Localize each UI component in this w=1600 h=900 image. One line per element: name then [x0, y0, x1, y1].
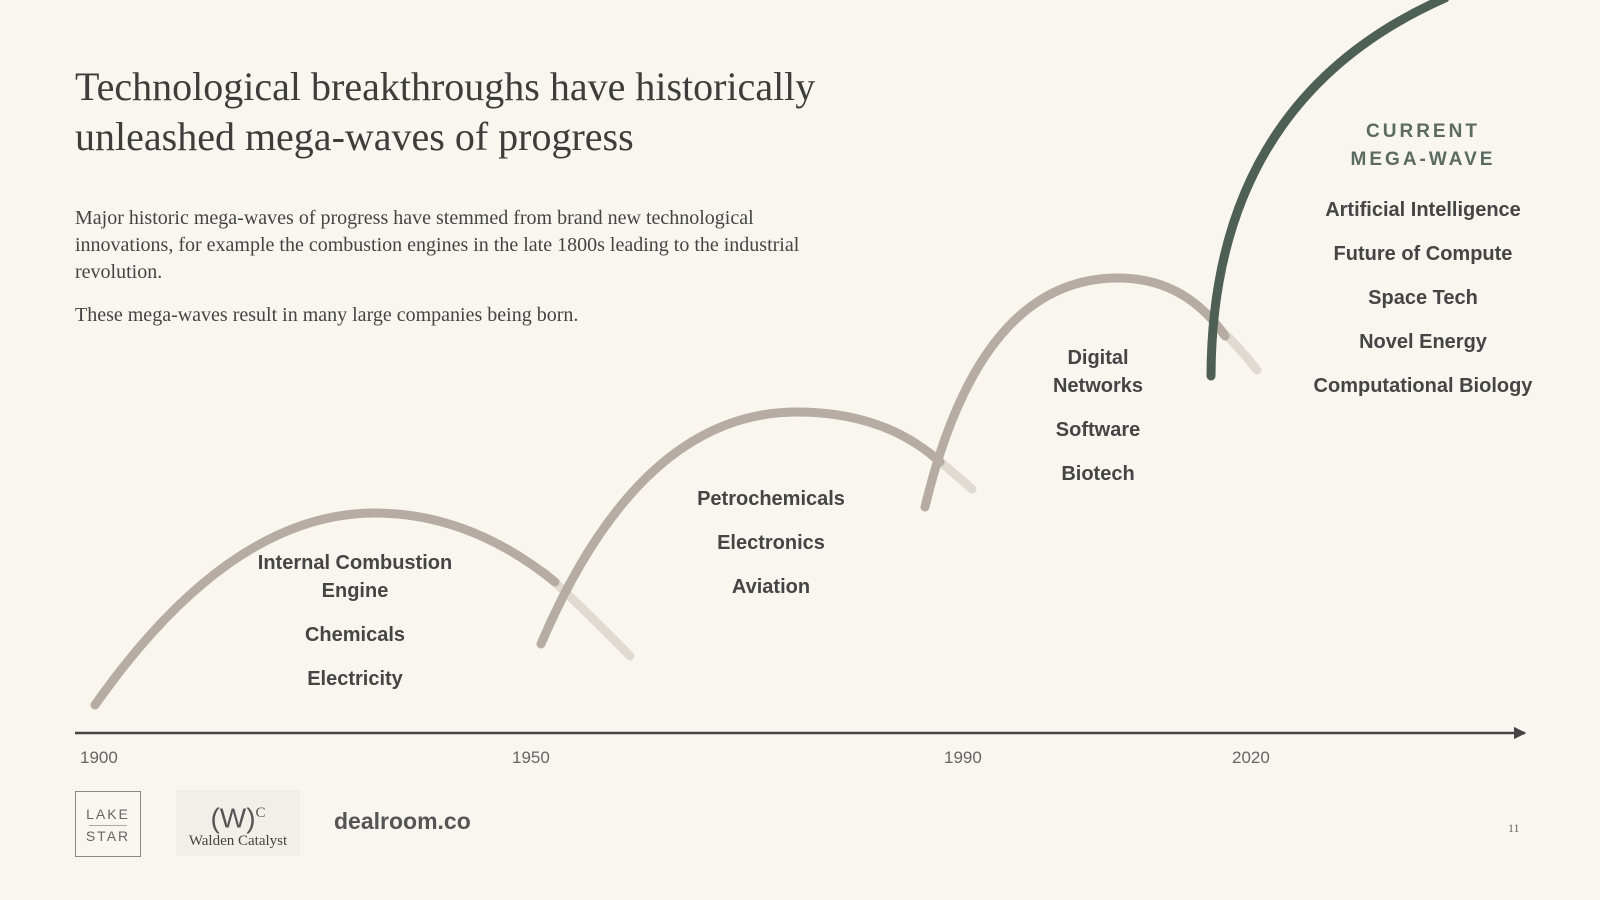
- wave-1-item-2: Chemicals: [304, 624, 406, 646]
- intro-paragraph-2: These mega-waves result in many large co…: [75, 304, 579, 326]
- lake-star-logo-bottom: STAR: [85, 828, 131, 844]
- walden-catalyst-logo: (W)C Walden Catalyst: [176, 790, 300, 856]
- current-wave-label: CURRENT MEGA-WAVE: [1350, 121, 1496, 170]
- wave-3-item-2: Software: [1055, 419, 1141, 441]
- wave-1-item-3: Electricity: [307, 668, 403, 690]
- intro-paragraph-1: Major historic mega-waves of progress ha…: [75, 207, 800, 283]
- walden-catalyst-name: Walden Catalyst: [188, 833, 288, 850]
- wave-1-labels: Internal Combustion Engine Chemicals Ele…: [245, 549, 465, 709]
- lake-star-logo-top: LAKE: [86, 806, 130, 822]
- dealroom-logo: dealroom.co: [334, 808, 471, 834]
- wave-2-item-3: Aviation: [731, 576, 811, 598]
- wave-2-labels: Petrochemicals Electronics Aviation: [697, 485, 845, 617]
- year-label-1990: 1990: [944, 748, 982, 767]
- wave-3-item-3: Biotech: [1061, 463, 1135, 485]
- year-label-2020: 2020: [1232, 748, 1270, 767]
- current-wave-item-4: Novel Energy: [1359, 331, 1487, 353]
- wave-2-item-1: Petrochemicals: [697, 488, 845, 510]
- current-wave-labels: CURRENT MEGA-WAVE Artificial Intelligenc…: [1314, 118, 1533, 416]
- wave-3-labels: Digital Networks Software Biotech: [1043, 344, 1153, 504]
- current-wave-item-2: Future of Compute: [1333, 243, 1513, 265]
- year-label-1950: 1950: [512, 748, 550, 767]
- current-wave-item-5: Computational Biology: [1313, 375, 1533, 397]
- year-label-1900: 1900: [80, 748, 118, 767]
- page-title: Technological breakthroughs have histori…: [75, 64, 816, 159]
- page-number: 11: [1508, 821, 1520, 835]
- current-wave-arc: [1206, 0, 1450, 381]
- wave-1-item-1: Internal Combustion Engine: [257, 552, 453, 602]
- wave-3-arc: [920, 273, 1230, 512]
- lake-star-logo-divider: [89, 825, 127, 826]
- intro-text: Major historic mega-waves of progress ha…: [75, 205, 835, 345]
- current-wave-item-3: Space Tech: [1368, 287, 1478, 309]
- wave-2-item-2: Electronics: [717, 532, 825, 554]
- walden-catalyst-mark: (W)C: [210, 802, 266, 834]
- lake-star-logo: LAKE STAR: [75, 791, 141, 857]
- wave-3-item-1: Digital Networks: [1052, 347, 1144, 397]
- current-wave-item-1: Artificial Intelligence: [1325, 199, 1521, 221]
- wave-2-arc: [536, 407, 945, 649]
- wave-1-arc: [90, 508, 560, 710]
